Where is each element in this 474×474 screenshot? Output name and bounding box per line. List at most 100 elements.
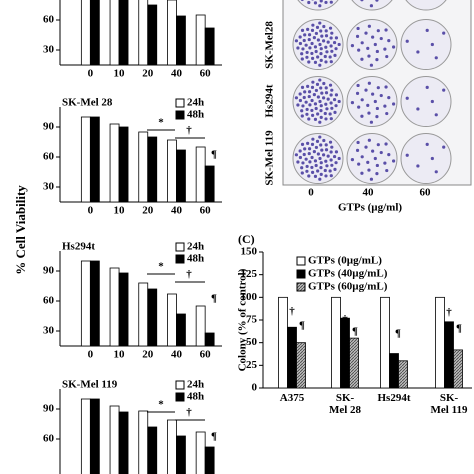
colony	[305, 164, 309, 169]
colony	[405, 96, 409, 100]
bar	[138, 282, 149, 347]
colony	[306, 141, 310, 146]
colony	[405, 153, 409, 157]
bar	[147, 288, 158, 347]
colony	[323, 54, 327, 59]
legend-label: 24h	[187, 379, 204, 391]
colony	[366, 160, 370, 164]
legend-label: 24h	[187, 97, 204, 109]
colony	[307, 174, 311, 178]
colony	[425, 28, 429, 32]
colony	[313, 117, 318, 121]
colony	[332, 97, 337, 102]
legend-label: 48h	[187, 391, 204, 403]
colony	[329, 60, 333, 64]
colony	[318, 78, 322, 82]
colony	[355, 148, 360, 152]
colony	[371, 35, 375, 39]
bar	[89, 116, 100, 203]
colony	[329, 0, 333, 4]
bar	[380, 296, 390, 389]
colony	[356, 140, 360, 145]
colony	[314, 88, 319, 93]
colony	[384, 85, 388, 89]
bar	[435, 296, 445, 389]
colony	[326, 40, 330, 44]
legend-label: 48h	[187, 253, 204, 265]
y-tick-label: 90	[43, 265, 55, 277]
legend-swatch	[175, 242, 185, 252]
x-tick-label: 20	[142, 349, 154, 361]
colony	[442, 88, 446, 92]
colony	[330, 88, 334, 92]
colony	[298, 92, 302, 96]
colony	[307, 147, 312, 151]
bar	[89, 0, 100, 66]
colony	[302, 95, 306, 100]
colony	[294, 39, 299, 43]
colony	[376, 86, 380, 90]
colony	[383, 47, 387, 51]
colony	[316, 152, 320, 156]
annotation: ¶	[395, 328, 401, 340]
colony	[330, 49, 334, 53]
colony	[305, 169, 309, 173]
bar	[147, 426, 158, 474]
colony	[310, 51, 314, 56]
bar	[444, 321, 454, 389]
colony	[332, 154, 337, 159]
colony	[313, 159, 318, 163]
colony	[300, 85, 305, 89]
colony	[318, 21, 322, 25]
colony	[311, 137, 315, 141]
colony	[302, 152, 306, 157]
colony	[330, 145, 334, 149]
bar	[204, 332, 215, 347]
legend-swatch	[175, 254, 185, 264]
colony	[369, 4, 374, 8]
colony	[307, 37, 311, 42]
colony	[329, 117, 333, 121]
legend-swatch	[175, 98, 185, 108]
colony	[324, 117, 328, 121]
colony	[307, 33, 312, 37]
colony	[371, 92, 375, 96]
plate	[400, 76, 452, 127]
colony	[318, 135, 322, 139]
y-tick-label: 60	[43, 151, 55, 163]
colony	[303, 147, 307, 151]
colony	[308, 160, 312, 164]
colony	[308, 46, 312, 50]
colony	[322, 24, 326, 29]
bar	[195, 146, 206, 203]
colony	[310, 41, 314, 46]
colony	[305, 50, 309, 55]
plate	[400, 133, 452, 184]
colony	[373, 99, 377, 104]
colony	[371, 149, 375, 153]
colony	[383, 161, 387, 165]
colony	[392, 159, 396, 163]
colony	[320, 34, 324, 38]
y-tick-label: 75	[246, 314, 258, 326]
colony	[319, 58, 323, 62]
colony	[379, 93, 383, 98]
y-tick-label: 50	[246, 336, 258, 348]
legend-swatch	[175, 392, 185, 402]
y-tick-label: 125	[241, 268, 258, 280]
colony	[300, 0, 304, 2]
colony	[307, 0, 311, 5]
bar	[389, 353, 399, 389]
y-tick-label: 60	[43, 433, 55, 445]
colony	[442, 31, 446, 35]
colony	[305, 55, 309, 59]
colony	[319, 143, 323, 147]
colony	[367, 54, 371, 58]
colony	[364, 88, 368, 92]
colony	[385, 168, 389, 173]
y-tick-label: 100	[241, 291, 258, 303]
colony	[311, 113, 315, 117]
colony	[357, 48, 361, 52]
bar	[118, 126, 129, 203]
